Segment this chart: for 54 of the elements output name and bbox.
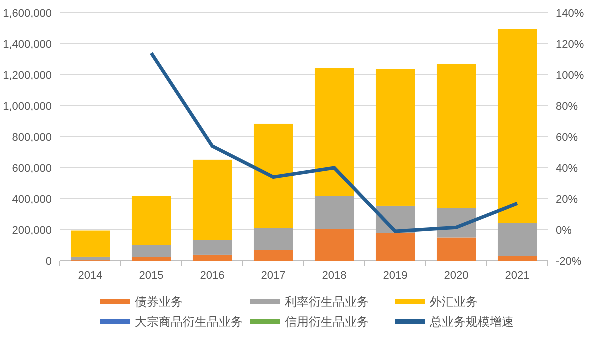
y2-tick-label: -20% [556, 256, 582, 268]
bar [192, 254, 232, 261]
y-tick-label: 1,200,000 [3, 70, 52, 82]
y-tick-label: 200,000 [12, 225, 52, 237]
bar [436, 64, 476, 208]
y2-tick-label: 60% [556, 132, 578, 144]
bar [254, 228, 294, 250]
legend-label: 债券业务 [135, 295, 183, 309]
bar [132, 257, 172, 261]
y-tick-label: 600,000 [12, 163, 52, 175]
y-tick-label: 1,000,000 [3, 101, 52, 113]
y2-tick-label: 140% [556, 8, 584, 20]
y2-tick-label: 80% [556, 101, 578, 113]
legend-label: 利率衍生品业务 [285, 295, 369, 309]
bar [314, 68, 354, 196]
legend-label: 信用衍生品业务 [285, 315, 369, 329]
y2-tick-label: 120% [556, 39, 584, 51]
bar [192, 240, 232, 255]
bar [192, 160, 232, 240]
bar [376, 233, 416, 261]
bar [70, 256, 110, 261]
bar [376, 69, 416, 206]
y-tick-label: 1,400,000 [3, 39, 52, 51]
x-tick-label: 2020 [444, 270, 469, 282]
line-series [150, 52, 520, 234]
bar [254, 250, 294, 261]
y2-tick-label: 100% [556, 70, 584, 82]
y2-tick-label: 40% [556, 163, 578, 175]
bar [498, 223, 538, 256]
x-tick-label: 2021 [505, 270, 530, 282]
bar [436, 238, 476, 261]
x-tick-label: 2019 [383, 270, 408, 282]
y-tick-label: 800,000 [12, 132, 52, 144]
x-tick-label: 2017 [261, 270, 286, 282]
legend-label: 外汇业务 [430, 295, 478, 309]
bar [498, 29, 538, 224]
bar [314, 196, 354, 230]
y2-tick-label: 20% [556, 194, 578, 206]
bar [70, 230, 110, 257]
y-tick-label: 400,000 [12, 194, 52, 206]
bar [132, 245, 172, 258]
bar [498, 256, 538, 261]
bar [314, 229, 354, 261]
legend-label: 大宗商品衍生品业务 [135, 315, 243, 329]
x-tick-label: 2015 [139, 270, 164, 282]
bar [254, 124, 294, 228]
bar [132, 196, 172, 246]
y2-tick-label: 0% [556, 225, 572, 237]
y-tick-label: 0 [46, 256, 52, 268]
x-tick-label: 2016 [200, 270, 225, 282]
legend-label: 总业务规模增速 [429, 315, 514, 329]
x-tick-label: 2014 [78, 270, 103, 282]
y-tick-label: 1,600,000 [3, 8, 52, 20]
x-tick-label: 2018 [322, 270, 347, 282]
